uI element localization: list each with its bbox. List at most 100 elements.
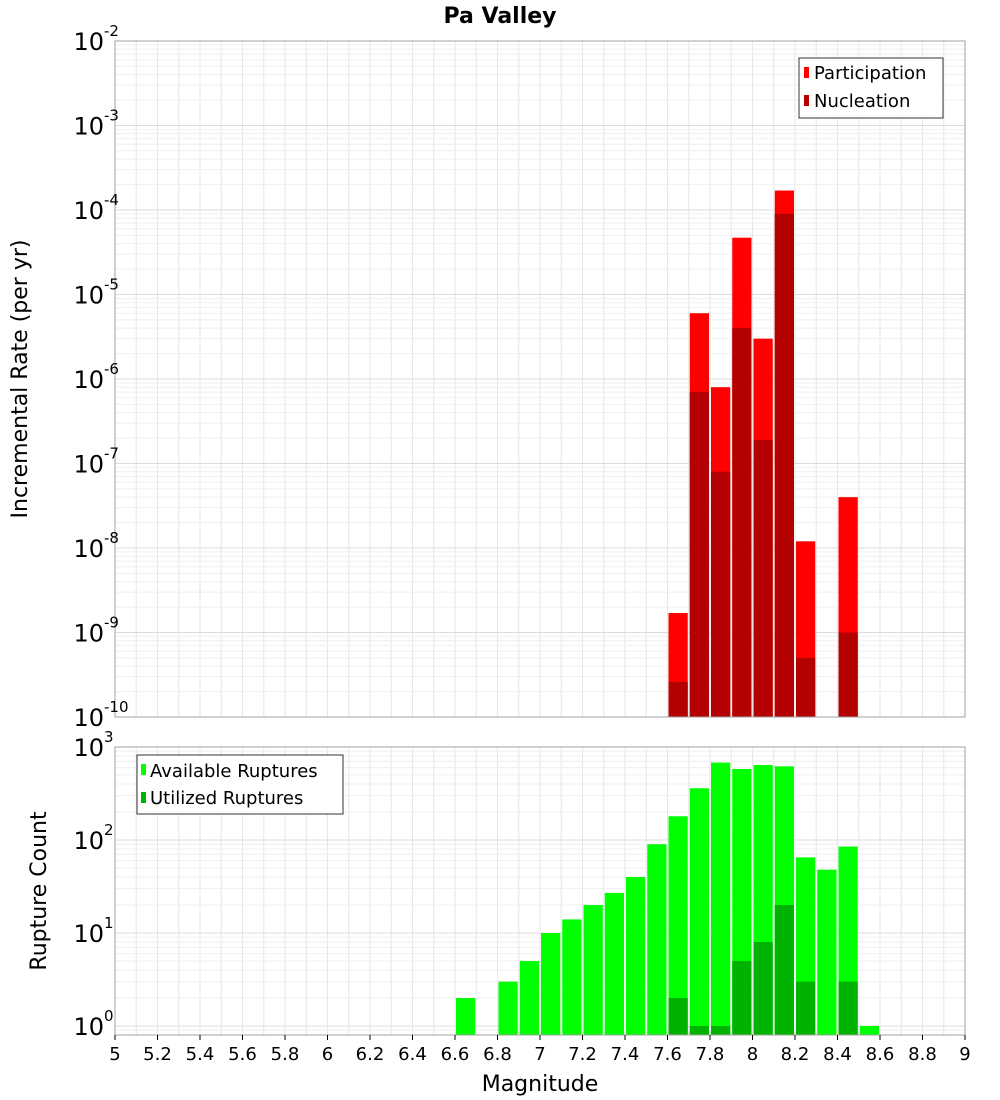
- available-ruptures-bar: [689, 788, 709, 1035]
- rate-y-tick-base: 10: [73, 28, 104, 56]
- available-ruptures-bar: [626, 877, 646, 1035]
- x-axis-label: Magnitude: [482, 1072, 599, 1097]
- count-legend: Available Ruptures Utilized Ruptures: [136, 754, 344, 815]
- x-tick-label: 7.4: [611, 1044, 640, 1065]
- rate-legend: Participation Nucleation: [798, 57, 944, 119]
- utilized-legend-swatch: [141, 792, 146, 803]
- x-tick-label: 5: [109, 1044, 120, 1065]
- count-y-tick-base: 10: [73, 827, 104, 855]
- x-tick-label: 6.4: [398, 1044, 427, 1065]
- x-tick-label: 6.6: [441, 1044, 470, 1065]
- rate-y-tick-base: 10: [73, 282, 104, 310]
- utilized-ruptures-bar: [796, 981, 816, 1035]
- count-y-tick-label: 10 1: [73, 914, 113, 948]
- rate-y-axis-label: Incremental Rate (per yr): [8, 240, 33, 519]
- rate-y-tick-base: 10: [73, 704, 104, 732]
- rate-y-tick-exponent: -10: [104, 698, 129, 716]
- rate-y-tick-exponent: -6: [104, 360, 119, 378]
- available-ruptures-bar: [604, 892, 624, 1035]
- rate-y-tick-label: 10 -6: [73, 360, 119, 394]
- rate-y-tick-label: 10 -10: [73, 698, 128, 732]
- nucleation-bar: [711, 471, 731, 717]
- x-tick-label: 8.4: [823, 1044, 852, 1065]
- count-y-tick-exponent: 0: [104, 1007, 114, 1025]
- available-ruptures-bar: [647, 844, 667, 1035]
- available-legend-label: Available Ruptures: [150, 761, 318, 782]
- available-legend-swatch: [141, 764, 146, 775]
- nucleation-bar: [838, 632, 858, 717]
- rate-y-tick-exponent: -5: [104, 276, 119, 294]
- rate-bars: [668, 190, 858, 717]
- utilized-ruptures-bar: [668, 997, 688, 1035]
- x-ticks: 5 5.2 5.4 5.6 5.8 6 6.2 6.4 6.6 6.8 7 7.2 7.4 7.6 7.8 8…: [109, 1035, 971, 1065]
- count-y-tick-label: 10 2: [73, 821, 113, 855]
- count-bars: [456, 762, 879, 1035]
- available-ruptures-bar: [498, 981, 518, 1035]
- x-tick-label: 5.8: [271, 1044, 300, 1065]
- utilized-legend-label: Utilized Ruptures: [150, 788, 303, 809]
- rate-y-tick-base: 10: [73, 451, 104, 479]
- count-y-tick-label: 10 3: [73, 728, 113, 762]
- x-tick-label: 5.4: [186, 1044, 215, 1065]
- x-tick-label: 8.2: [781, 1044, 810, 1065]
- x-tick-label: 5.2: [143, 1044, 172, 1065]
- count-y-tick-base: 10: [73, 1013, 104, 1041]
- rate-y-tick-label: 10 -2: [73, 22, 119, 56]
- count-y-tick-exponent: 2: [104, 821, 114, 839]
- count-y-tick-exponent: 1: [104, 914, 114, 932]
- rate-y-tick-exponent: -7: [104, 445, 119, 463]
- available-ruptures-bar: [541, 932, 561, 1035]
- nucleation-legend-label: Nucleation: [814, 91, 910, 112]
- rate-y-tick-label: 10 -4: [73, 191, 119, 225]
- nucleation-bar: [753, 439, 773, 717]
- available-ruptures-bar: [562, 919, 582, 1035]
- rate-y-tick-label: 10 -8: [73, 529, 119, 563]
- chart-title: Pa Valley: [443, 4, 556, 29]
- rate-y-tick-exponent: -8: [104, 529, 119, 547]
- utilized-ruptures-bar: [689, 1025, 709, 1035]
- nucleation-bar: [732, 328, 752, 717]
- x-tick-label: 7: [534, 1044, 545, 1065]
- nucleation-legend-swatch: [804, 95, 809, 106]
- count-y-axis-label: Rupture Count: [27, 811, 52, 971]
- utilized-ruptures-bar: [753, 942, 773, 1035]
- available-ruptures-bar: [519, 960, 539, 1035]
- rate-y-tick-base: 10: [73, 113, 104, 141]
- x-tick-label: 9: [959, 1044, 970, 1065]
- count-y-tick-base: 10: [73, 734, 104, 762]
- x-tick-label: 7.2: [568, 1044, 597, 1065]
- participation-legend-label: Participation: [814, 63, 926, 84]
- x-tick-label: 6.8: [483, 1044, 512, 1065]
- x-tick-label: 6: [322, 1044, 333, 1065]
- rate-y-tick-label: 10 -7: [73, 445, 119, 479]
- rate-grid: [114, 41, 966, 718]
- count-legend-frame: [136, 754, 344, 815]
- rate-y-tick-exponent: -9: [104, 614, 119, 632]
- rate-y-tick-label: 10 -5: [73, 276, 119, 310]
- count-y-tick-exponent: 3: [104, 728, 114, 746]
- available-ruptures-bar: [583, 904, 603, 1035]
- rate-y-tick-base: 10: [73, 366, 104, 394]
- available-ruptures-bar: [668, 816, 688, 1035]
- utilized-ruptures-bar: [774, 904, 794, 1035]
- participation-legend-swatch: [804, 67, 809, 78]
- rate-y-tick-label: 10 -9: [73, 614, 119, 648]
- rate-y-tick-base: 10: [73, 535, 104, 563]
- utilized-ruptures-bar: [711, 1025, 731, 1035]
- count-y-tick-label: 10 0: [73, 1007, 113, 1041]
- nucleation-bar: [774, 213, 794, 717]
- available-ruptures-bar: [817, 869, 837, 1035]
- rate-y-tick-base: 10: [73, 197, 104, 225]
- rate-y-tick-exponent: -2: [104, 22, 119, 40]
- utilized-ruptures-bar: [838, 981, 858, 1035]
- rate-y-tick-label: 10 -3: [73, 107, 119, 141]
- rate-y-tick-exponent: -3: [104, 107, 119, 125]
- x-tick-label: 7.8: [696, 1044, 725, 1065]
- x-tick-label: 5.6: [228, 1044, 257, 1065]
- x-tick-label: 8.8: [908, 1044, 937, 1065]
